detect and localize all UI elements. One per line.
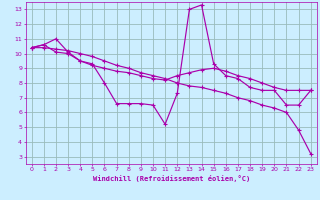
X-axis label: Windchill (Refroidissement éolien,°C): Windchill (Refroidissement éolien,°C) <box>92 175 250 182</box>
